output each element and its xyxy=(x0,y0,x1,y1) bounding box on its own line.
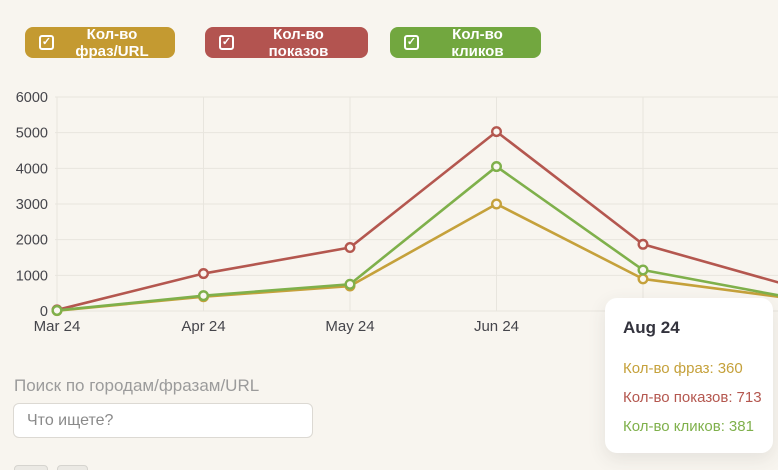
legend-button-phrases-url[interactable]: ✓ Кол-во фраз/URL xyxy=(25,25,175,60)
tooltip-row-value: 381 xyxy=(728,418,754,435)
search-section-label: Поиск по городам/фразам/URL xyxy=(14,376,260,395)
x-axis-tick-label: Apr 24 xyxy=(181,318,225,335)
legend-button-label: Кол-во кликов xyxy=(451,25,504,60)
checkbox-checked-icon: ✓ xyxy=(219,35,234,50)
bottom-button-stub[interactable] xyxy=(57,465,88,470)
data-point-marker[interactable] xyxy=(637,273,649,285)
x-axis-tick-label: Jun 24 xyxy=(474,318,519,335)
data-point-marker[interactable] xyxy=(491,198,503,210)
y-axis-tick-label: 5000 xyxy=(16,126,48,142)
data-point-marker[interactable] xyxy=(637,238,649,250)
tooltip-row-phrases: Кол-во фраз: 360 xyxy=(623,360,773,377)
search-input[interactable] xyxy=(13,403,313,438)
legend-button-label: Кол-во фраз/URL xyxy=(75,25,149,60)
chart-tooltip: Aug 24 Кол-во фраз: 360 Кол-во показов: 71… xyxy=(605,298,773,453)
legend-button-label: Кол-во показов xyxy=(268,25,329,60)
x-axis-tick-label: May 24 xyxy=(325,318,374,335)
data-point-marker[interactable] xyxy=(344,242,356,254)
y-axis-tick-label: 4000 xyxy=(16,161,48,177)
x-axis-tick-label: Mar 24 xyxy=(34,318,81,335)
tooltip-row-label: Кол-во кликов: xyxy=(623,418,725,435)
tooltip-row-clicks: Кол-во кликов: 381 xyxy=(623,418,773,435)
y-axis-tick-label: 0 xyxy=(40,304,48,320)
series-line xyxy=(55,165,778,312)
data-point-marker[interactable] xyxy=(344,278,356,290)
data-point-marker[interactable] xyxy=(491,161,503,173)
tooltip-row-impressions: Кол-во показов: 713 xyxy=(623,389,773,406)
legend-button-impressions[interactable]: ✓ Кол-во показов xyxy=(205,25,368,60)
checkbox-checked-icon: ✓ xyxy=(404,35,419,50)
y-axis-tick-label: 6000 xyxy=(16,90,48,106)
data-point-marker[interactable] xyxy=(197,290,209,302)
series-line xyxy=(55,130,778,312)
data-point-marker[interactable] xyxy=(51,304,63,316)
y-axis-tick-label: 2000 xyxy=(16,233,48,249)
tooltip-row-label: Кол-во показов: xyxy=(623,389,733,406)
tooltip-row-value: 713 xyxy=(736,389,762,406)
tooltip-row-label: Кол-во фраз: xyxy=(623,360,714,377)
data-point-marker[interactable] xyxy=(197,268,209,280)
tooltip-title: Aug 24 xyxy=(623,318,680,337)
checkbox-checked-icon: ✓ xyxy=(39,35,54,50)
y-axis-tick-label: 1000 xyxy=(16,268,48,284)
y-axis-tick-label: 3000 xyxy=(16,197,48,213)
bottom-button-stub[interactable] xyxy=(14,465,48,470)
series-line xyxy=(55,202,778,312)
data-point-marker[interactable] xyxy=(637,264,649,276)
tooltip-row-value: 360 xyxy=(717,360,743,377)
legend-button-clicks[interactable]: ✓ Кол-во кликов xyxy=(390,25,541,60)
data-point-marker[interactable] xyxy=(491,126,503,138)
